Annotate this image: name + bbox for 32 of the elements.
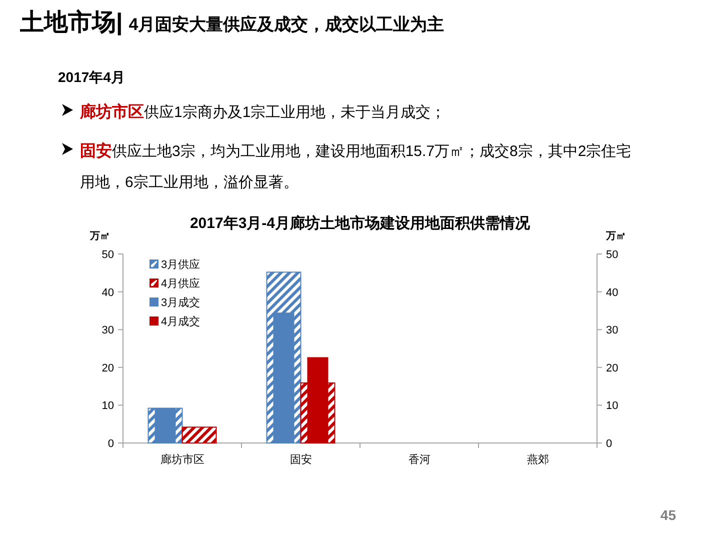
text: 2017年4月 [58,69,125,85]
y2-axis-title: 万㎡ [605,231,626,242]
text: 固安 [80,141,112,160]
y2-tick-label: 30 [606,324,618,337]
text: 用地，6宗工业用地，溢价显著。 [80,174,298,191]
y-tick-label: 20 [102,362,114,374]
y2-tick-label: 10 [606,400,618,412]
text: 4月固安大量供应及成交，成交以工业为主 [128,15,444,34]
legend-label: 4月成交 [161,315,200,328]
text: 45 [660,507,676,523]
legend-label: 4月供应 [161,277,200,290]
text: 供应土地3宗，均为工业用地，建设用地面积15.7万㎡；成交8宗，其中2宗住宅 [112,143,632,160]
legend-label: 3月成交 [161,296,200,309]
y-tick-label: 50 [102,249,114,261]
x-tick-label: 燕郊 [526,453,549,466]
text: 供应1宗商办及1宗工业用地，未于当月成交； [144,104,446,121]
y-tick-label: 0 [108,438,114,450]
y2-tick-label: 50 [606,249,618,261]
y2-tick-label: 40 [606,286,618,299]
text: 廊坊市区 [79,102,144,121]
y-tick-label: 10 [102,400,114,412]
chart-title: 2017年3月-4月廊坊土地市场建设用地面积供需情况 [190,214,532,232]
y2-tick-label: 20 [606,362,618,374]
legend-label: 3月供应 [161,258,200,271]
y-axis-title: 万㎡ [89,231,110,242]
y2-tick-label: 0 [606,438,612,450]
y-tick-label: 40 [102,286,114,299]
text: 土地市场| [19,9,123,36]
x-tick-label: 固安 [290,453,312,466]
x-tick-label: 廊坊市区 [160,453,204,466]
y-tick-label: 30 [102,324,114,337]
x-tick-label: 香河 [408,453,430,466]
